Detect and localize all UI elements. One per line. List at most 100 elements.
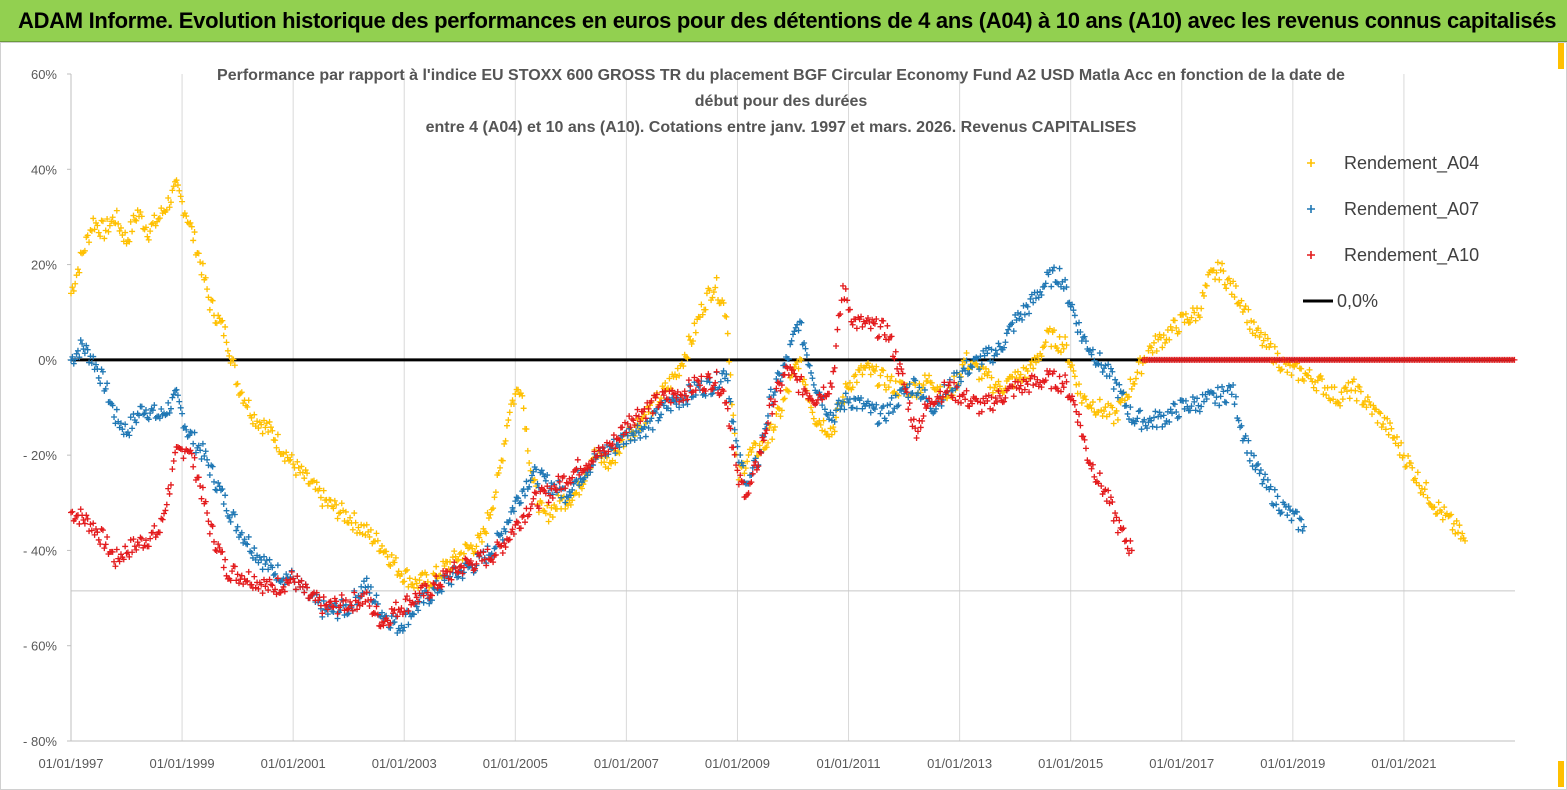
point-rendement-a04 [888,373,895,380]
point-rendement-a07 [1101,365,1108,372]
point-rendement-a10 [685,377,692,384]
point-rendement-a10 [949,394,956,401]
point-rendement-a04 [1353,397,1360,404]
point-rendement-a04 [1262,331,1269,338]
point-rendement-a07 [720,367,727,374]
point-rendement-a04 [1028,358,1035,365]
point-rendement-a07 [1156,409,1163,416]
point-rendement-a04 [1106,411,1113,418]
point-rendement-a10 [633,412,640,419]
point-rendement-a10 [933,398,940,405]
point-rendement-a10 [880,317,887,324]
point-rendement-a10 [937,388,944,395]
point-rendement-a10 [1010,393,1017,400]
point-rendement-a07 [216,483,223,490]
point-rendement-a07 [1141,416,1148,423]
point-rendement-a04 [874,382,881,389]
point-rendement-a04 [176,187,183,194]
point-rendement-a07 [129,425,136,432]
point-rendement-a10 [712,379,719,386]
point-rendement-a10 [749,470,756,477]
point-rendement-a07 [1070,307,1077,314]
point-rendement-a04 [374,537,381,544]
point-rendement-a04 [1271,343,1278,350]
point-rendement-a10 [388,605,395,612]
point-rendement-a04 [458,549,465,556]
point-rendement-a10 [590,458,597,465]
point-rendement-a10 [917,424,924,431]
point-rendement-a04 [520,405,527,412]
point-rendement-a07 [717,378,724,385]
point-rendement-a04 [794,359,801,366]
point-rendement-a07 [358,583,365,590]
chart-title-line-1: Performance par rapport à l'indice EU ST… [217,67,1345,84]
point-rendement-a04 [713,274,720,281]
point-rendement-a04 [199,260,206,267]
point-rendement-a04 [548,504,555,511]
point-rendement-a04 [1175,328,1182,335]
point-rendement-a07 [1237,424,1244,431]
point-rendement-a10 [1096,470,1103,477]
point-rendement-a07 [1246,457,1253,464]
point-rendement-a07 [1282,503,1289,510]
point-rendement-a04 [262,424,269,431]
point-rendement-a10 [696,382,703,389]
point-rendement-a10 [342,597,349,604]
point-rendement-a07 [1259,480,1266,487]
point-rendement-a07 [645,424,652,431]
point-rendement-a04 [817,421,824,428]
point-rendement-a04 [1363,404,1370,411]
point-rendement-a04 [721,312,728,319]
x-tick-label-10: 01/01/2017 [1149,756,1214,771]
point-rendement-a07 [871,406,878,413]
point-rendement-a07 [80,346,87,353]
point-rendement-a04 [1198,305,1205,312]
chart-title: Performance par rapport à l'indice EU ST… [131,63,1431,141]
point-rendement-a10 [966,403,973,410]
point-rendement-a04 [362,532,369,539]
point-rendement-a04 [605,465,612,472]
point-rendement-a10 [680,397,687,404]
point-rendement-a04 [331,497,338,504]
point-rendement-a07 [391,619,398,626]
point-rendement-a07 [1132,418,1139,425]
point-rendement-a10 [1042,377,1049,384]
point-rendement-a04 [1060,345,1067,352]
point-rendement-a07 [771,388,778,395]
point-rendement-a10 [220,564,227,571]
point-rendement-a04 [1274,350,1281,357]
point-rendement-a04 [1051,327,1058,334]
point-rendement-a04 [771,423,778,430]
point-rendement-a10 [653,391,660,398]
point-rendement-a10 [129,549,136,556]
point-rendement-a04 [1331,384,1338,391]
point-rendement-a04 [1199,289,1206,296]
point-rendement-a07 [198,455,205,462]
scatter-chart: 60% 40% 20% 0% - 20% - 40% - 60% - 80% 01/01/199… [23,67,1518,771]
point-rendement-a10 [926,395,933,402]
point-rendement-a04 [692,329,699,336]
point-rendement-a10 [111,558,118,565]
point-rendement-a10 [347,598,354,605]
point-rendement-a10 [206,530,213,537]
point-rendement-a07 [1019,316,1026,323]
point-rendement-a10 [134,539,141,546]
point-rendement-a04 [197,259,204,266]
point-rendement-a10 [145,543,152,550]
point-rendement-a10 [806,392,813,399]
point-rendement-a04 [996,383,1003,390]
point-rendement-a04 [1182,310,1189,317]
point-rendement-a04 [254,418,261,425]
point-rendement-a07 [158,405,165,412]
point-rendement-a07 [748,472,755,479]
point-rendement-a10 [1077,422,1084,429]
point-rendement-a04 [379,542,386,549]
point-rendement-a04 [255,425,262,432]
point-rendement-a04 [174,182,181,189]
point-rendement-a10 [790,367,796,374]
point-rendement-a04 [204,286,211,293]
point-rendement-a07 [1135,408,1142,415]
point-rendement-a07 [166,409,173,416]
point-rendement-a10 [1091,473,1098,480]
point-rendement-a04 [1066,359,1073,366]
